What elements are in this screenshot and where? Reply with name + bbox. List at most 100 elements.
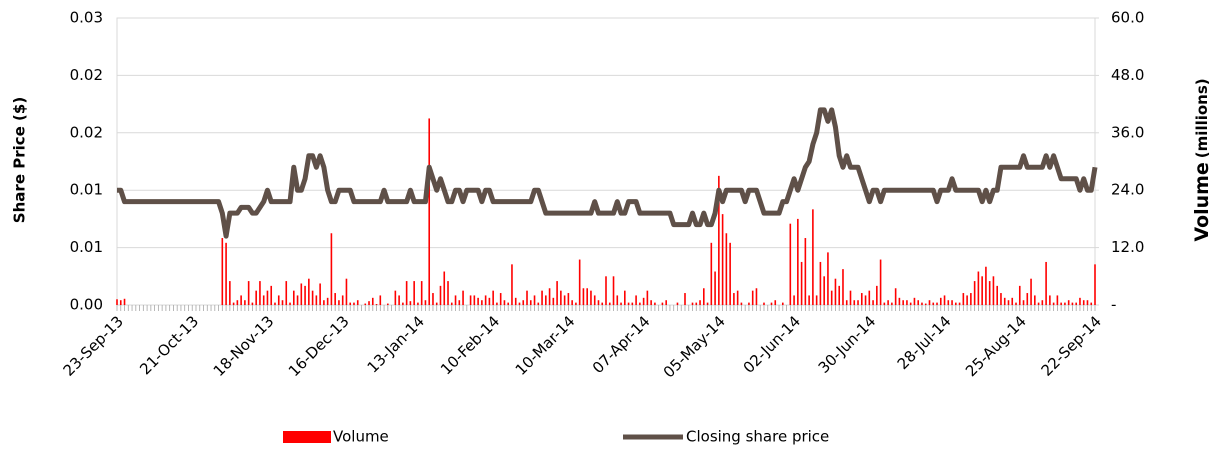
volume-bar (808, 295, 810, 305)
volume-bar (740, 302, 743, 305)
volume-bar (612, 276, 615, 305)
volume-bar (443, 271, 446, 305)
volume-bar (255, 290, 257, 305)
volume-bar (575, 302, 577, 305)
volume-bar (368, 301, 370, 305)
volume-bar (326, 297, 329, 305)
volume-bar (781, 302, 784, 305)
volume-bar (1034, 295, 1036, 305)
volume-bar (725, 233, 728, 305)
volume-bar (537, 302, 540, 305)
legend-swatch (283, 431, 331, 443)
volume-bar (277, 295, 280, 305)
volume-bar (1064, 302, 1066, 305)
volume-bar (597, 300, 600, 305)
volume-bar (853, 300, 856, 305)
volume-bar (624, 290, 626, 305)
volume-bar (1049, 295, 1051, 305)
volume-bar (304, 285, 306, 305)
volume-bar (721, 214, 724, 305)
volume-bar (951, 300, 953, 305)
volume-bar (857, 300, 859, 305)
volume-bar (608, 302, 611, 305)
volume-bar (409, 301, 412, 305)
volume-bar (627, 302, 630, 305)
volume-bar (973, 281, 976, 305)
x-tick-label: 10-Feb-14 (437, 312, 503, 378)
volume-bar (315, 295, 318, 305)
legend-label: Closing share price (686, 428, 829, 446)
volume-bar (977, 271, 980, 305)
volume-bar (417, 302, 419, 305)
volume-bar (545, 295, 547, 305)
volume-bar (620, 302, 622, 305)
volume-bar (939, 297, 942, 305)
volume-bar (819, 261, 822, 305)
volume-bar (349, 302, 352, 305)
volume-bar (936, 302, 938, 305)
volume-bar (646, 290, 649, 305)
y2-axis-label-main: Volume (1191, 162, 1213, 241)
volume-bar (706, 302, 709, 305)
volume-bar (891, 302, 893, 305)
volume-bar (345, 278, 348, 305)
volume-bar (116, 299, 118, 305)
volume-bar (420, 281, 423, 305)
y2-tick-label: - (1111, 296, 1116, 314)
volume-bar (868, 290, 871, 305)
volume-bar (473, 295, 476, 305)
y2-axis-label-unit: (millions) (1193, 78, 1211, 158)
volume-bar (898, 297, 901, 305)
volume-bar (676, 302, 679, 305)
volume-bar (830, 290, 833, 305)
volume-bar (1018, 285, 1021, 305)
x-tick-label: 02-Jun-14 (740, 312, 805, 377)
volume-bar (924, 303, 927, 305)
volume-bar (262, 295, 265, 305)
x-tick-label: 10-Mar-14 (512, 312, 579, 379)
volume-bar (755, 288, 758, 305)
volume-bar (300, 283, 303, 305)
volume-bar (751, 290, 754, 305)
volume-bar (601, 302, 604, 305)
volume-bar (1082, 300, 1085, 305)
volume-bar (804, 238, 807, 305)
volume-bar (563, 295, 566, 305)
volume-bar (259, 281, 261, 305)
x-tick-label: 28-Jul-14 (894, 312, 955, 373)
volume-bar (774, 300, 777, 305)
volume-bar (996, 285, 998, 305)
volume-bar (338, 300, 340, 305)
y2-tick-label: 48.0 (1111, 66, 1144, 84)
volume-bar (402, 302, 404, 305)
volume-bar (864, 295, 867, 305)
volume-bar (590, 290, 592, 305)
volume-bar (353, 302, 355, 305)
volume-bar (424, 300, 427, 305)
volume-bar (511, 264, 513, 305)
volume-bar (394, 290, 397, 305)
volume-bar (763, 302, 765, 305)
volume-bar (247, 281, 250, 305)
volume-bar (499, 293, 502, 305)
volume-bar (797, 218, 799, 305)
y2-tick-label: 24.0 (1111, 181, 1144, 199)
volume-bar (827, 252, 829, 305)
volume-bar (981, 276, 983, 305)
volume-bar (876, 285, 878, 305)
volume-bar (1003, 297, 1006, 305)
volume-bar (450, 302, 453, 305)
volume-bar (879, 259, 882, 305)
volume-bar (405, 281, 408, 305)
volume-bar (1000, 293, 1002, 305)
volume-bar (371, 297, 374, 305)
volume-bar (123, 298, 126, 305)
volume-bar (691, 302, 694, 305)
volume-bar (845, 300, 848, 305)
volume-bar (703, 288, 705, 305)
volume-bar (1045, 261, 1047, 305)
volume-bar (928, 300, 931, 305)
volume-bar (1060, 302, 1062, 305)
volume-bar (793, 295, 795, 305)
